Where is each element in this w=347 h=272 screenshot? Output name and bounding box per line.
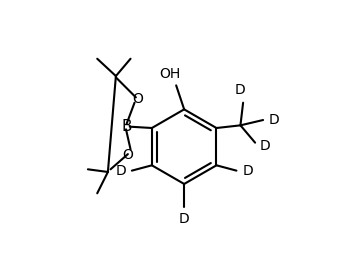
- Text: D: D: [115, 164, 126, 178]
- Text: D: D: [269, 113, 280, 127]
- Text: O: O: [132, 92, 143, 106]
- Text: D: D: [235, 83, 246, 97]
- Text: D: D: [179, 212, 189, 227]
- Text: OH: OH: [159, 67, 180, 81]
- Text: B: B: [121, 119, 132, 134]
- Text: D: D: [242, 164, 253, 178]
- Text: D: D: [260, 139, 271, 153]
- Text: O: O: [122, 148, 133, 162]
